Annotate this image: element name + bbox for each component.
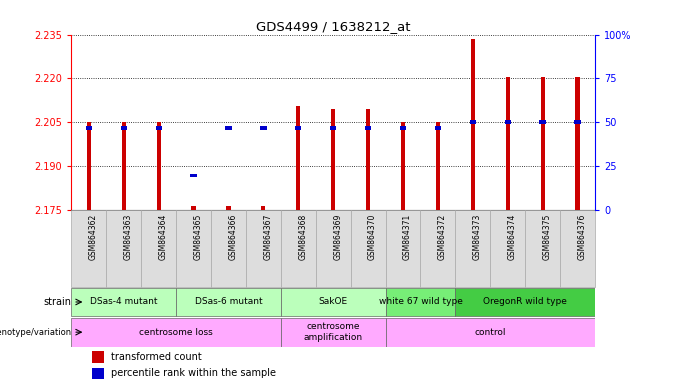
Bar (435, 126, 441, 129)
Text: transformed count: transformed count (111, 352, 201, 362)
Bar (141, 210, 176, 287)
Bar (92, 367, 104, 379)
Bar (120, 126, 127, 129)
Bar (71, 288, 176, 316)
Text: GSM864369: GSM864369 (333, 214, 342, 260)
Bar (156, 122, 160, 210)
Bar (86, 126, 92, 129)
Bar (401, 122, 405, 210)
Bar (541, 77, 545, 210)
Text: GSM864372: GSM864372 (438, 214, 447, 260)
Bar (470, 121, 476, 124)
Bar (246, 210, 281, 287)
Bar (490, 210, 525, 287)
Bar (386, 288, 456, 316)
Bar (525, 210, 560, 287)
Text: GSM864374: GSM864374 (508, 214, 517, 260)
Bar (87, 122, 91, 210)
Bar (281, 210, 316, 287)
Bar (226, 206, 231, 210)
Bar (386, 210, 420, 287)
Bar (225, 126, 232, 129)
Bar (192, 206, 196, 210)
Bar (261, 206, 265, 210)
Bar (456, 288, 595, 316)
Bar (330, 126, 337, 129)
Text: control: control (475, 328, 506, 337)
Bar (106, 210, 141, 287)
Bar (281, 288, 386, 316)
Bar (366, 109, 370, 210)
Text: strain: strain (44, 297, 71, 307)
Text: centrosome loss: centrosome loss (139, 328, 213, 337)
Bar (575, 77, 579, 210)
Bar (176, 288, 281, 316)
Bar (560, 210, 595, 287)
Text: GSM864363: GSM864363 (124, 214, 133, 260)
Bar (471, 39, 475, 210)
Bar (281, 318, 386, 347)
Bar (351, 210, 386, 287)
Bar (71, 210, 106, 287)
Bar (92, 351, 104, 363)
Text: GSM864371: GSM864371 (403, 214, 412, 260)
Bar (400, 126, 406, 129)
Bar (331, 109, 335, 210)
Text: GSM864376: GSM864376 (577, 214, 587, 260)
Bar (365, 126, 371, 129)
Text: GSM864370: GSM864370 (368, 214, 377, 260)
Text: GSM864367: GSM864367 (263, 214, 273, 260)
Text: white 67 wild type: white 67 wild type (379, 298, 462, 306)
Bar (456, 210, 490, 287)
Bar (156, 126, 162, 129)
Bar (295, 126, 301, 129)
Text: GSM864364: GSM864364 (158, 214, 168, 260)
Text: GSM864375: GSM864375 (543, 214, 551, 260)
Text: GSM864368: GSM864368 (299, 214, 307, 260)
Text: GSM864365: GSM864365 (194, 214, 203, 260)
Text: percentile rank within the sample: percentile rank within the sample (111, 368, 275, 378)
Bar (386, 318, 595, 347)
Bar (316, 210, 351, 287)
Text: centrosome
amplification: centrosome amplification (304, 323, 362, 342)
Bar (211, 210, 246, 287)
Bar (539, 121, 546, 124)
Bar (420, 210, 456, 287)
Text: genotype/variation: genotype/variation (0, 328, 71, 337)
Bar (436, 122, 440, 210)
Title: GDS4499 / 1638212_at: GDS4499 / 1638212_at (256, 20, 411, 33)
Text: SakOE: SakOE (319, 298, 347, 306)
Text: OregonR wild type: OregonR wild type (483, 298, 567, 306)
Bar (506, 77, 510, 210)
Text: DSas-6 mutant: DSas-6 mutant (194, 298, 262, 306)
Text: GSM864366: GSM864366 (228, 214, 237, 260)
Bar (260, 126, 267, 129)
Bar (505, 121, 511, 124)
Bar (296, 106, 301, 210)
Bar (71, 318, 281, 347)
Bar (176, 210, 211, 287)
Text: DSas-4 mutant: DSas-4 mutant (90, 298, 158, 306)
Text: GSM864373: GSM864373 (473, 214, 482, 260)
Bar (122, 122, 126, 210)
Bar (190, 174, 197, 177)
Text: GSM864362: GSM864362 (89, 214, 98, 260)
Bar (575, 121, 581, 124)
